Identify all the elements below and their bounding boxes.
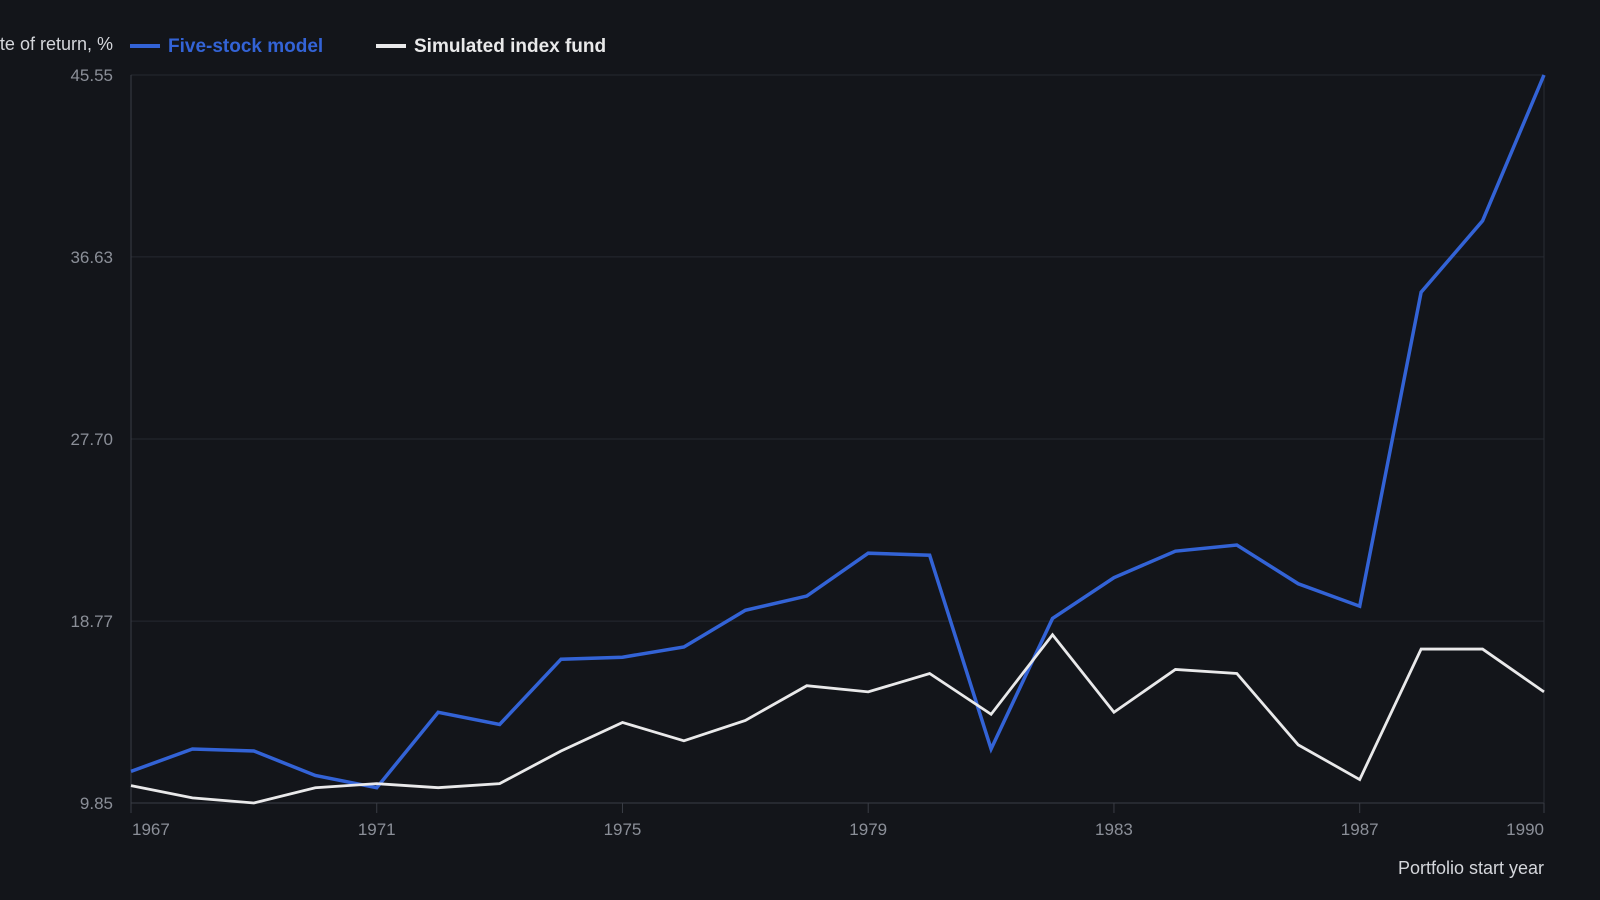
- x-tick-label: 1990: [1506, 820, 1544, 839]
- legend-label-five-stock: Five-stock model: [168, 36, 323, 57]
- y-axis-title: Rate of return, %: [0, 34, 113, 54]
- series-line-five-stock-model: [130, 74, 1546, 790]
- y-tick-label: 45.55: [70, 66, 113, 85]
- y-tick-label: 36.63: [70, 248, 113, 267]
- x-tick-label: 1987: [1341, 820, 1379, 839]
- y-tick-label: 18.77: [70, 612, 113, 631]
- x-tick-label: 1983: [1095, 820, 1133, 839]
- y-tick-label: 27.70: [70, 430, 113, 449]
- x-tick-label: 1975: [604, 820, 642, 839]
- x-tick-label: 1979: [849, 820, 887, 839]
- axis-layer: 9.85 18.77 27.70 36.63 45.55 1967 1971 1975 1979…: [70, 66, 1545, 839]
- x-axis-title: Portfolio start year: [1398, 858, 1544, 878]
- series-layer: [130, 74, 1546, 805]
- x-tick-label: 1971: [358, 820, 396, 839]
- series-line-simulated-index-fund: [130, 632, 1545, 805]
- legend-label-index-fund: Simulated index fund: [414, 36, 606, 57]
- x-tick-label: 1967: [132, 820, 170, 839]
- grid-layer: [130, 74, 1545, 804]
- legend: Rate of return, % Five-stock model Simul…: [0, 34, 606, 57]
- y-tick-label: 9.85: [80, 794, 113, 813]
